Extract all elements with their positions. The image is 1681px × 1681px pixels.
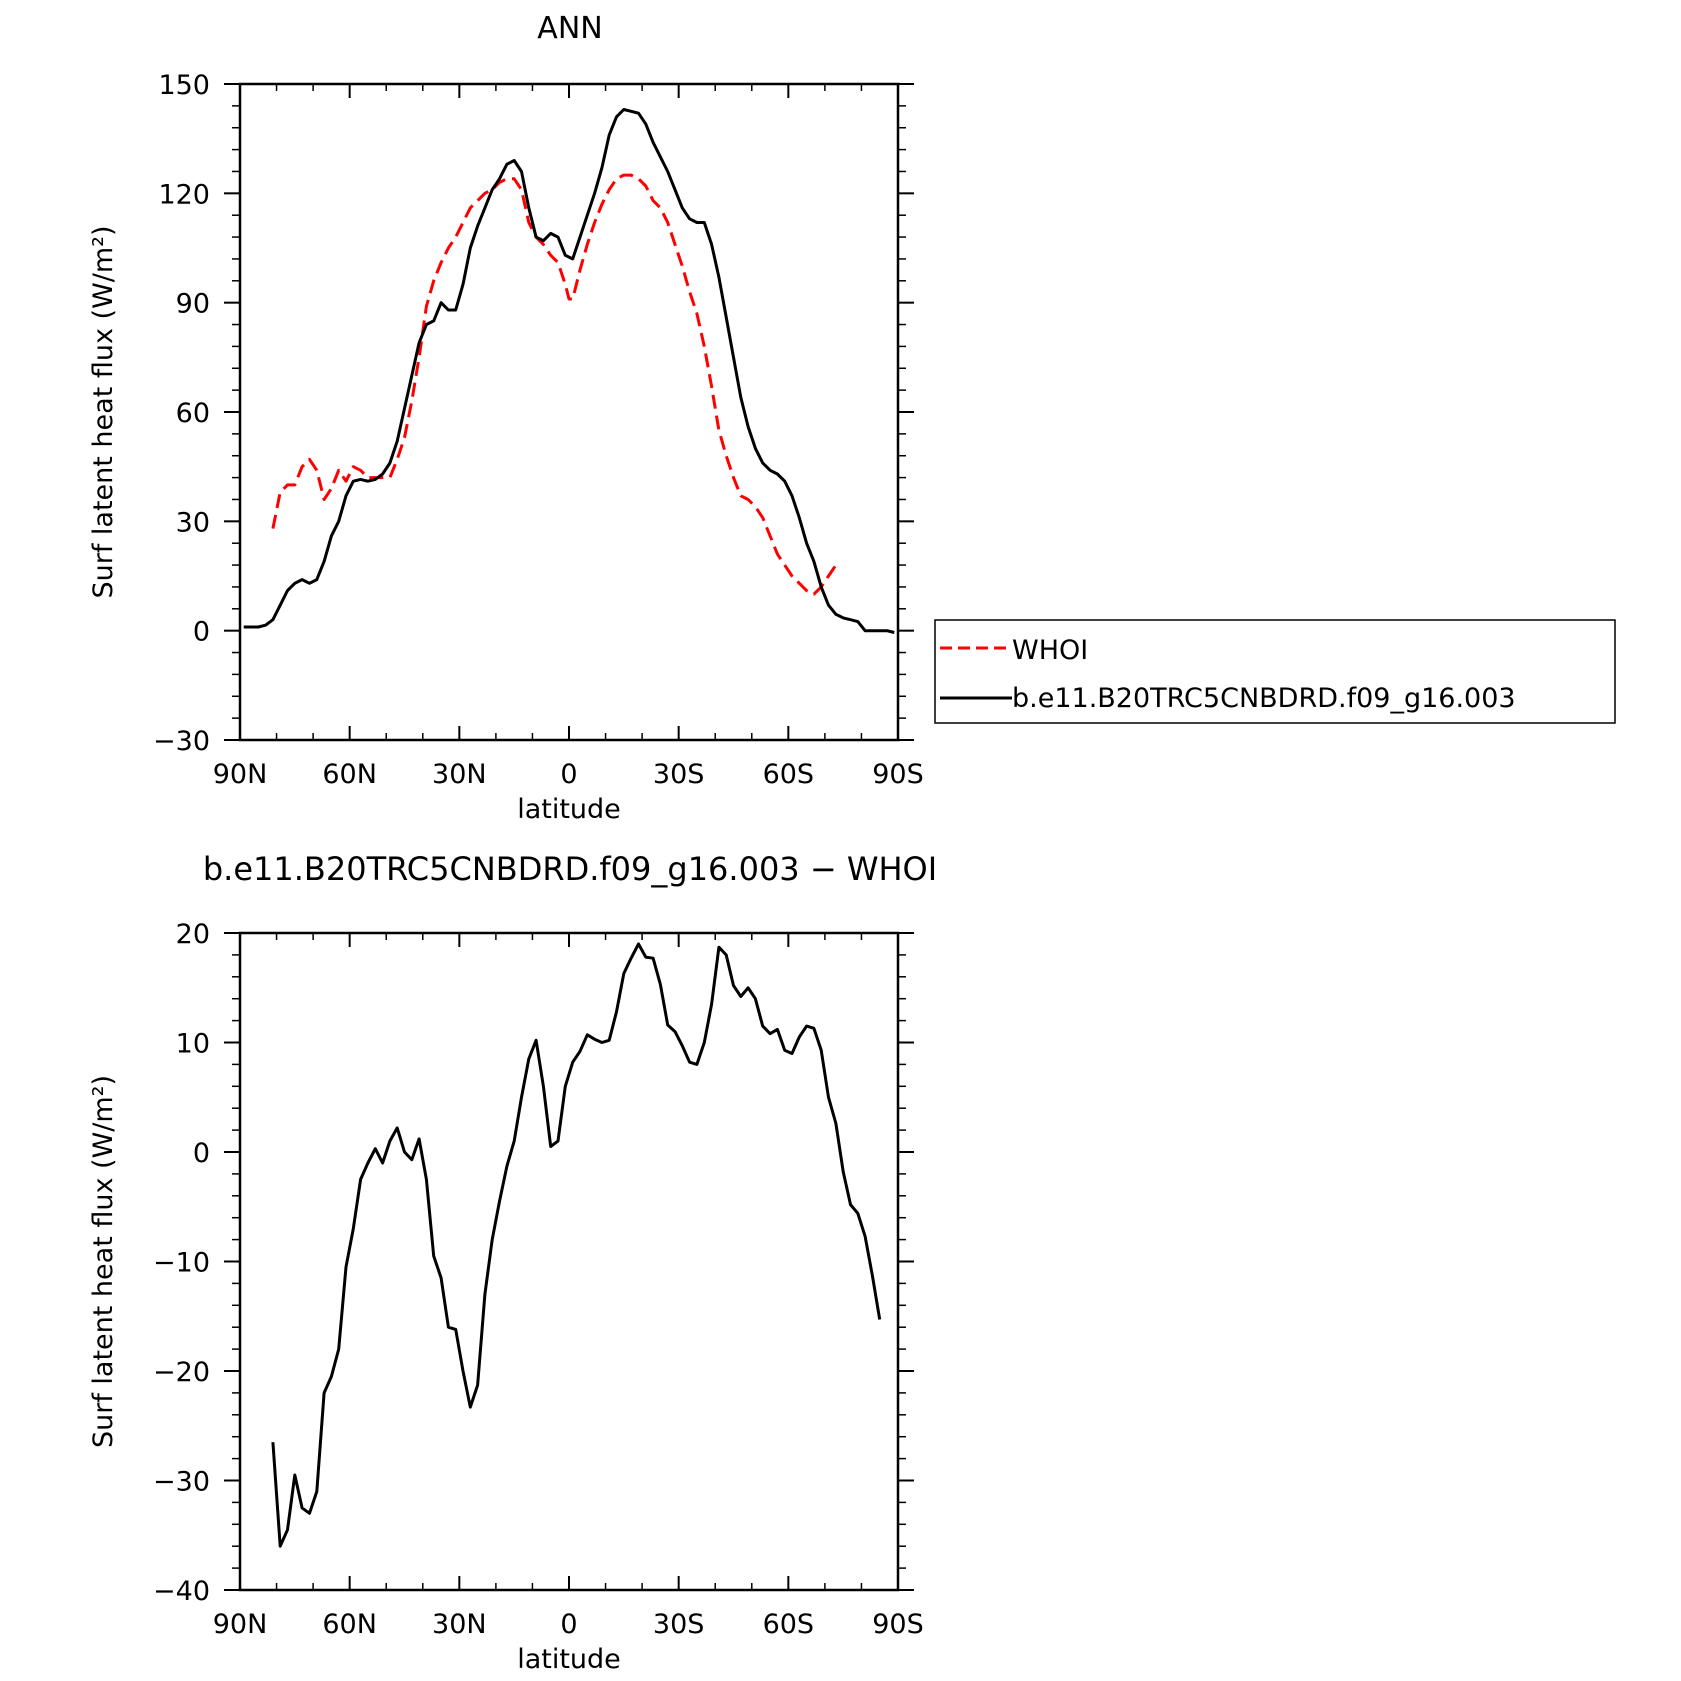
y-tick-label: −30 bbox=[153, 1467, 210, 1498]
tick-layer: 90N 60N 30N 0 30S 60S 90S −30 0 30 60 90 120 150 bbox=[153, 70, 924, 790]
x-tick-label: 90N bbox=[213, 1609, 268, 1640]
y-tick-label: 150 bbox=[158, 70, 210, 101]
y-tick-label: −30 bbox=[153, 726, 210, 757]
plot-frame bbox=[238, 931, 900, 1592]
x-tick-label: 90S bbox=[872, 1609, 924, 1640]
y-tick-label: 60 bbox=[176, 398, 210, 429]
x-tick-label: 30S bbox=[653, 1609, 705, 1640]
y-tick-label: 30 bbox=[176, 507, 210, 538]
series-layer bbox=[271, 942, 882, 1548]
difference-panel: b.e11.B20TRC5CNBDRD.f09_g16.003 − WHOI 9… bbox=[88, 850, 937, 1675]
y-axis-label: Surf latent heat flux (W/m²) bbox=[88, 225, 119, 598]
x-tick-label: 60N bbox=[322, 1609, 377, 1640]
x-axis-label: latitude bbox=[517, 794, 621, 825]
panel-title: ANN bbox=[537, 11, 602, 46]
y-tick-label: 10 bbox=[176, 1029, 210, 1060]
y-tick-label: −20 bbox=[153, 1357, 210, 1388]
series-line bbox=[271, 173, 838, 596]
x-axis-label: latitude bbox=[517, 1644, 621, 1675]
series-layer bbox=[243, 108, 895, 634]
x-tick-label: 90N bbox=[213, 759, 268, 790]
x-tick-label: 0 bbox=[560, 1609, 577, 1640]
x-tick-label: 60S bbox=[763, 759, 815, 790]
legend: WHOI b.e11.B20TRC5CNBDRD.f09_g16.003 bbox=[934, 619, 1616, 724]
legend-label-model: b.e11.B20TRC5CNBDRD.f09_g16.003 bbox=[1012, 683, 1516, 714]
y-tick-label: −40 bbox=[153, 1576, 210, 1607]
x-tick-label: 60N bbox=[322, 759, 377, 790]
y-tick-label: −10 bbox=[153, 1248, 210, 1279]
legend-box bbox=[934, 619, 1616, 724]
x-tick-label: 0 bbox=[560, 759, 577, 790]
x-tick-label: 30S bbox=[653, 759, 705, 790]
x-tick-label: 30N bbox=[432, 759, 487, 790]
series-line bbox=[243, 108, 895, 634]
panel-title: b.e11.B20TRC5CNBDRD.f09_g16.003 − WHOI bbox=[203, 850, 937, 888]
legend-label-whoi: WHOI bbox=[1012, 635, 1088, 666]
mean-panel: ANN 90N 60N 30N 0 30S 60S 90S−300306090120150 … bbox=[88, 11, 924, 825]
series-line bbox=[271, 942, 882, 1548]
x-tick-label: 60S bbox=[763, 1609, 815, 1640]
y-tick-label: 20 bbox=[176, 919, 210, 950]
x-tick-label: 90S bbox=[872, 759, 924, 790]
plot-frame bbox=[238, 82, 900, 742]
x-tick-label: 30N bbox=[432, 1609, 487, 1640]
y-axis-label: Surf latent heat flux (W/m²) bbox=[88, 1075, 119, 1448]
tick-layer: 90N 60N 30N 0 30S 60S 90S −40 −30 −20 −10 0 10 20 bbox=[153, 919, 924, 1640]
y-tick-label: 0 bbox=[193, 617, 210, 648]
y-tick-label: 0 bbox=[193, 1138, 210, 1169]
y-tick-label: 120 bbox=[158, 179, 210, 210]
y-tick-label: 90 bbox=[176, 289, 210, 320]
